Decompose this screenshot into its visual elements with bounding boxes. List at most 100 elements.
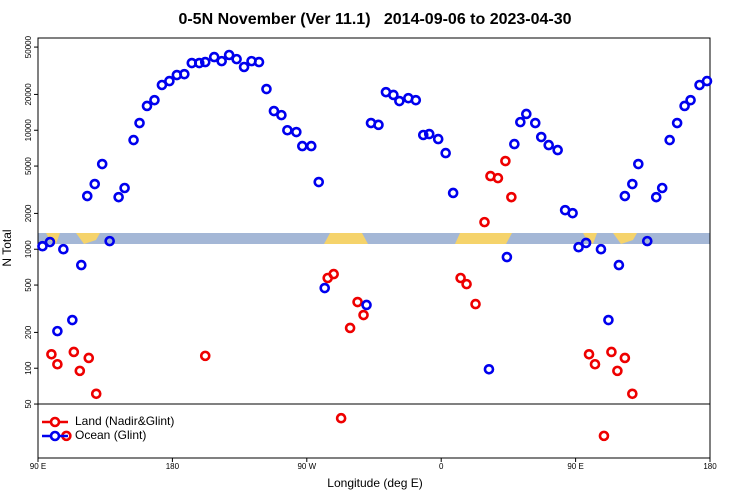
point (641, 235, 653, 247)
point (595, 243, 607, 255)
point (128, 134, 139, 146)
map-strip (38, 233, 710, 244)
point (297, 140, 308, 152)
x-tick-label: 180 (166, 462, 180, 471)
point (68, 346, 80, 358)
point (291, 126, 302, 138)
point (361, 299, 372, 311)
point (208, 51, 220, 63)
plot-frame (37, 37, 711, 459)
point (664, 134, 675, 146)
point (134, 117, 145, 129)
x-tick-label: 90 E (30, 462, 46, 471)
point (529, 117, 541, 129)
point (701, 75, 713, 87)
point (104, 235, 115, 247)
point (52, 358, 63, 370)
y-tick-label: 5000 (24, 157, 33, 175)
point (388, 89, 399, 101)
point (543, 139, 555, 151)
point (613, 259, 625, 271)
y-tick-label: 1000 (24, 240, 33, 258)
point (567, 207, 578, 219)
x-tick-label: 180 (703, 462, 717, 471)
point (583, 348, 595, 360)
point (141, 100, 153, 112)
point (149, 94, 160, 106)
y-axis-label: N Total (0, 229, 14, 266)
point (179, 68, 190, 80)
point (96, 158, 108, 170)
point (417, 129, 429, 141)
point (199, 350, 211, 362)
point (627, 388, 638, 400)
point (81, 190, 93, 202)
point (410, 94, 422, 106)
point (432, 133, 444, 145)
point (423, 128, 435, 140)
point (515, 116, 526, 128)
y-tick-label: 200 (24, 325, 33, 339)
point (199, 56, 211, 68)
point (305, 140, 317, 152)
y-tick-label: 10000 (24, 119, 33, 142)
point (358, 309, 369, 321)
point (238, 61, 250, 73)
point (216, 55, 227, 67)
point (455, 272, 466, 284)
y-tick-label: 50 (24, 399, 33, 408)
point (679, 100, 690, 112)
point (501, 251, 513, 263)
point (67, 314, 78, 326)
point (76, 259, 87, 271)
point (619, 190, 631, 202)
point (268, 105, 280, 117)
point (52, 325, 63, 337)
point (90, 388, 102, 400)
point (671, 117, 683, 129)
point (479, 216, 490, 228)
point (89, 178, 101, 190)
point (335, 412, 347, 424)
point (282, 124, 293, 136)
y-tick-label: 100 (24, 361, 33, 375)
point (580, 237, 592, 249)
point (352, 296, 363, 308)
point (612, 365, 623, 377)
point (606, 346, 617, 358)
point (394, 95, 405, 107)
point (164, 75, 175, 87)
point (58, 243, 69, 255)
y-tick-label: 20000 (24, 83, 33, 106)
point (461, 278, 472, 290)
point (231, 53, 242, 65)
point (113, 191, 124, 203)
point (633, 158, 644, 170)
point (344, 322, 356, 334)
point (37, 240, 48, 252)
point (313, 176, 325, 188)
point (598, 430, 610, 442)
point (483, 363, 495, 375)
point (83, 352, 95, 364)
legend-marker (49, 430, 61, 442)
point (261, 83, 272, 95)
point (44, 236, 56, 248)
point (253, 56, 265, 68)
point (319, 282, 331, 294)
point (447, 187, 459, 199)
point (573, 241, 584, 253)
point (650, 191, 662, 203)
point (500, 155, 511, 167)
y-tick-label: 50000 (24, 35, 33, 58)
point (492, 172, 504, 184)
legend-label: Land (Nadir&Glint) (75, 414, 174, 428)
point (627, 178, 638, 190)
point (46, 348, 57, 360)
point (535, 131, 547, 143)
point (74, 365, 86, 377)
y-tick-label: 500 (24, 278, 33, 292)
point (603, 314, 614, 326)
point (373, 119, 384, 131)
point (440, 147, 451, 159)
